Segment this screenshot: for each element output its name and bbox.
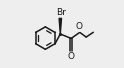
- Text: Br: Br: [56, 8, 66, 17]
- Polygon shape: [59, 18, 62, 34]
- Text: O: O: [76, 22, 83, 31]
- Text: O: O: [68, 52, 75, 61]
